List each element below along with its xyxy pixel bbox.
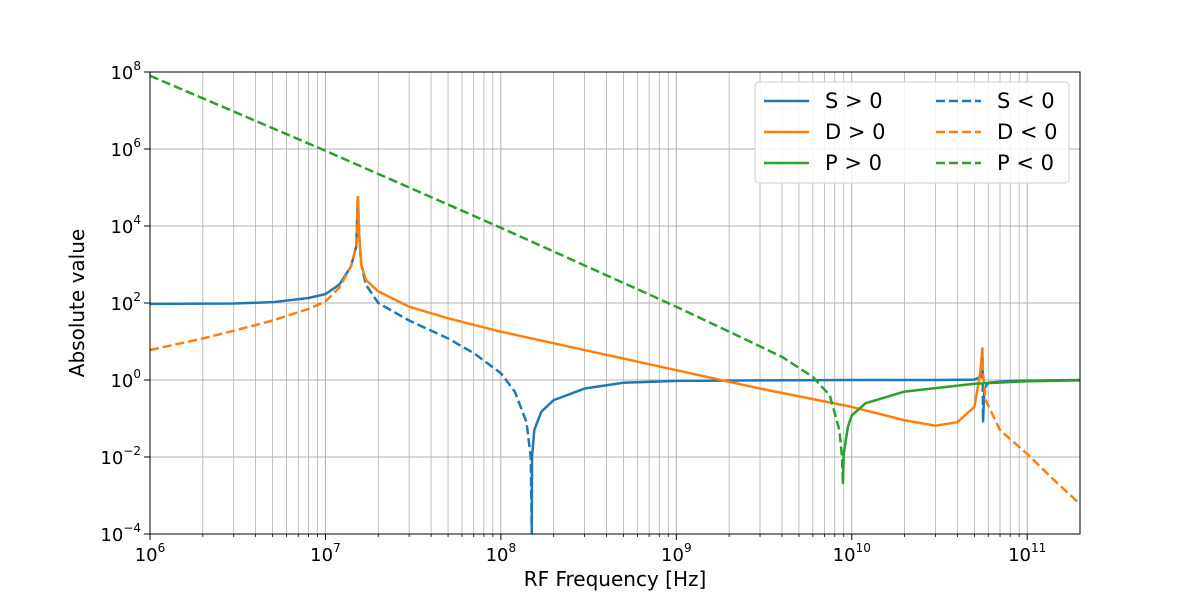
y-tick-label: 108 — [110, 59, 141, 84]
x-axis: 106 107 108 109 1010 1011 — [135, 534, 1046, 566]
x-tick-label: 109 — [661, 541, 692, 566]
y-axis-label: Absolute value — [65, 229, 89, 377]
y-tick-label: 102 — [110, 290, 141, 315]
legend-label: S > 0 — [825, 89, 883, 113]
x-tick-label: 106 — [135, 541, 166, 566]
y-tick-label: 10−4 — [100, 521, 141, 546]
legend-box — [754, 81, 1070, 184]
x-tick-label: 1010 — [833, 541, 871, 566]
x-tick-label: 108 — [486, 541, 517, 566]
x-axis-label: RF Frequency [Hz] — [524, 567, 707, 591]
y-tick-label: 100 — [110, 367, 141, 392]
y-tick-label: 106 — [110, 136, 141, 161]
legend-label: P > 0 — [825, 151, 882, 175]
series-line-s-pos0 — [530, 356, 984, 534]
series-line-p-neg0 — [150, 74, 845, 484]
legend: S > 0 S < 0 D > 0 D < 0 P > 0 P < 0 — [754, 81, 1070, 184]
legend-label: D > 0 — [825, 120, 885, 144]
legend-label: S < 0 — [997, 89, 1055, 113]
legend-label: P < 0 — [997, 151, 1054, 175]
series-line-d-neg0 — [150, 196, 360, 352]
series-line-d-pos0 — [356, 195, 984, 427]
x-tick-label: 1011 — [1008, 541, 1046, 566]
legend-label: D < 0 — [997, 120, 1057, 144]
x-tick-label: 107 — [310, 541, 341, 566]
y-tick-label: 104 — [110, 213, 141, 238]
y-axis: 10−4 10−2 100 102 104 106 108 — [100, 59, 150, 546]
series-line-p-pos0 — [841, 379, 1080, 484]
y-tick-label: 10−2 — [100, 444, 141, 469]
series-line-d-neg0 — [981, 347, 1080, 505]
series-layer — [150, 74, 1080, 534]
